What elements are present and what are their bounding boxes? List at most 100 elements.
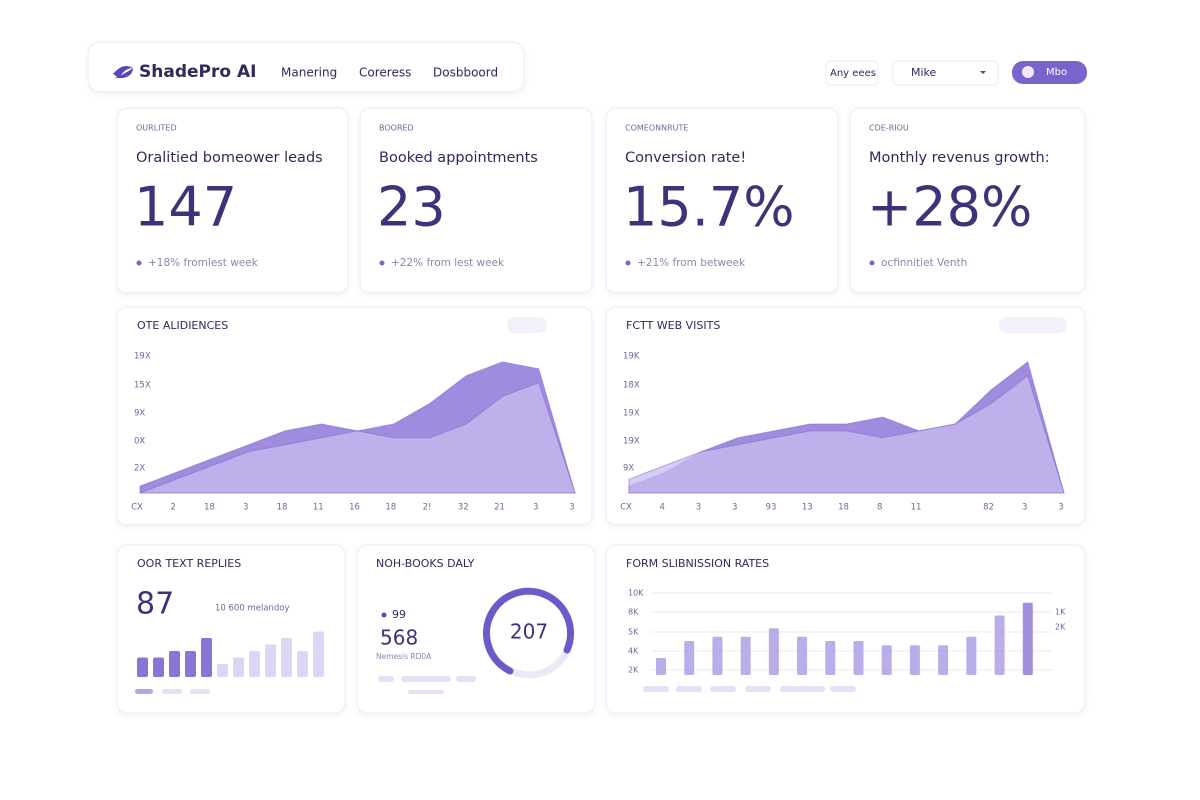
x-tick-label: 18: [838, 503, 849, 513]
chart-title: OTE ALIDIENCES: [137, 319, 228, 332]
y-tick-label: 19X: [623, 409, 640, 419]
bar: [217, 664, 228, 677]
x-tick-label: 11: [313, 503, 324, 513]
kpi-eyebrow: BOORED: [379, 124, 414, 133]
x-tick-label: 8: [877, 503, 882, 513]
x-tick-label: 18: [385, 503, 396, 513]
card-title: FORM SLIBNISSION RATES: [626, 557, 769, 570]
bar: [768, 628, 779, 675]
bar: [313, 631, 324, 677]
user-name: Mbo: [1046, 67, 1067, 78]
x-tick-label: 3: [243, 503, 248, 513]
note: 10 600 melandoy: [215, 604, 290, 614]
kpi-change: +21% from betweek: [637, 257, 746, 269]
x-tick-label: 2: [171, 503, 176, 513]
chart-title: FCTT WEB VISITS: [626, 319, 720, 332]
nav-bar: [87, 41, 525, 93]
bar: [1022, 602, 1033, 675]
y-tick-label: 0X: [134, 437, 145, 447]
bar: [137, 657, 148, 677]
search-box[interactable]: [825, 60, 879, 86]
kpi-dot: [625, 260, 631, 266]
big-number: 87: [136, 587, 174, 622]
bar: [153, 657, 164, 677]
select-value: Mike: [911, 66, 937, 79]
nav-link[interactable]: Manering: [281, 66, 337, 80]
kpi-title: Monthly revenus growth:: [869, 150, 1050, 166]
y-tick-label: 19K: [623, 352, 640, 362]
small-number: 99: [392, 608, 406, 621]
x-tick-label: 82: [983, 503, 994, 513]
kpi-value: 23: [377, 176, 446, 239]
form-card: [605, 544, 1086, 714]
bar: [966, 636, 977, 675]
mid-number: 568: [380, 626, 418, 650]
y2-tick-label: 2K: [1055, 623, 1066, 632]
bar: [656, 658, 666, 675]
kpi-value: 147: [134, 176, 237, 239]
kpi-dot: [869, 260, 875, 266]
y-tick-label: 5K: [628, 628, 639, 637]
y-tick-label: 15X: [134, 381, 151, 391]
bar: [740, 636, 751, 675]
gauge-label: 207: [510, 620, 548, 644]
nav-link[interactable]: Coreress: [359, 66, 411, 80]
kpi-card: [605, 107, 839, 294]
kpi-change: +22% from lest week: [391, 257, 505, 269]
toggle[interactable]: [507, 317, 547, 333]
x-tick-label: 11: [911, 503, 922, 513]
x-tick-label: 3: [533, 503, 538, 513]
x-tick-label: CX: [131, 503, 143, 513]
x-tick-label: CX: [620, 503, 632, 513]
x-tick-label: 3: [732, 503, 737, 513]
kpi-title: Oralitied bomeower leads: [136, 150, 323, 166]
y-tick-label: 2X: [134, 464, 145, 474]
y-tick-label: 4K: [628, 647, 639, 656]
bar: [684, 641, 695, 675]
kpi-change: +18% fromlest week: [148, 257, 259, 269]
y-tick-label: 18X: [623, 381, 640, 391]
kpi-card: [359, 107, 593, 294]
bar: [185, 651, 196, 677]
kpi-title: Booked appointments: [379, 150, 538, 166]
kpi-change: ocfinnitiet Venth: [881, 257, 967, 269]
gauge-arc: [482, 587, 574, 675]
caption: Nemesis RD0A: [376, 652, 432, 661]
x-tick-label: 3: [1058, 503, 1063, 513]
bar: [881, 645, 892, 675]
bar: [712, 636, 723, 675]
x-tick-label: 2!: [423, 503, 432, 513]
kpi-eyebrow: CDE-RIOU: [869, 124, 909, 133]
bar: [281, 638, 292, 677]
kpi-card: [849, 107, 1086, 294]
select[interactable]: [892, 60, 999, 86]
x-tick-label: 3: [696, 503, 701, 513]
bar: [265, 644, 276, 677]
y-tick-label: 19X: [134, 352, 151, 362]
bar: [233, 657, 244, 677]
avatar: [1022, 66, 1034, 78]
replies-card: [116, 544, 346, 714]
bar: [909, 645, 920, 675]
y-tick-label: 2K: [628, 666, 639, 675]
bar: [994, 615, 1005, 675]
kpi-eyebrow: COMEONNRUTE: [625, 124, 688, 133]
nav-link[interactable]: Dosbboord: [433, 66, 498, 80]
brand: ShadePro AI: [139, 62, 256, 82]
x-tick-label: 13: [802, 503, 813, 513]
bookings-card: [356, 544, 596, 714]
kpi-value: +28%: [867, 176, 1032, 239]
bar: [853, 641, 864, 675]
x-tick-label: 18: [277, 503, 288, 513]
card-title: NOH-BOOKS DALY: [376, 557, 475, 570]
bar: [297, 651, 308, 677]
kpi-dot: [136, 260, 142, 266]
toggle[interactable]: [999, 317, 1067, 333]
x-tick-label: 32: [458, 503, 469, 513]
bar: [825, 641, 836, 675]
y-tick-label: 10K: [628, 589, 644, 598]
x-tick-label: 3: [569, 503, 574, 513]
x-tick-label: 16: [349, 503, 360, 513]
area: [139, 381, 576, 494]
